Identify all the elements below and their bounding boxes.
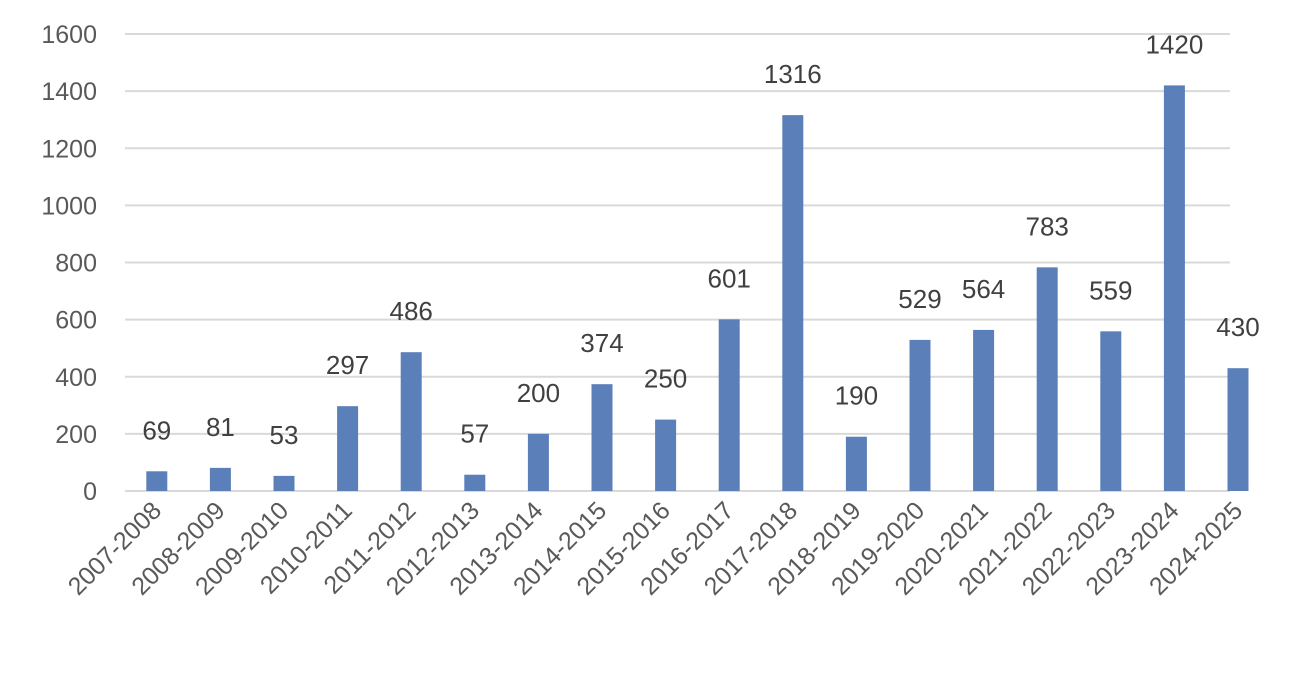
data-label: 529 (898, 284, 941, 314)
data-label: 430 (1216, 312, 1259, 342)
bar-2023-2024 (1163, 85, 1185, 491)
data-label: 564 (962, 274, 1005, 304)
y-tick-label: 800 (55, 250, 97, 278)
data-label: 1316 (764, 59, 822, 89)
y-tick-label: 200 (55, 421, 97, 449)
y-tick-label: 0 (83, 478, 97, 506)
bar-2021-2022 (1036, 267, 1058, 491)
y-tick-label: 600 (55, 307, 97, 335)
y-tick-label: 400 (55, 364, 97, 392)
bar-2014-2015 (591, 384, 613, 491)
data-labels: 69 81 53 297 486 57 200 374 250 601 1316 190 529 564 7… (142, 29, 1259, 449)
bar-2020-2021 (973, 329, 995, 491)
bar-2009-2010 (273, 475, 295, 491)
data-label: 1420 (1145, 29, 1203, 59)
bar-2019-2020 (909, 339, 931, 491)
bar-2012-2013 (464, 474, 486, 491)
bar-2017-2018 (782, 115, 804, 492)
y-tick-label: 1200 (41, 135, 97, 163)
bar-2010-2011 (337, 406, 359, 491)
bar-2024-2025 (1227, 368, 1249, 491)
y-tick-label: 1400 (41, 78, 97, 106)
x-axis-ticks: 2007-20082008-20092009-20102010-20112011… (63, 496, 1249, 600)
y-tick-label: 1000 (41, 192, 97, 220)
bar-2007-2008 (146, 471, 168, 491)
bar-2016-2017 (718, 319, 740, 491)
y-axis-ticks: 0 200 400 600 800 1000 1200 1400 1600 (41, 21, 97, 506)
bar-2018-2019 (845, 436, 867, 491)
bar-2008-2009 (209, 467, 231, 491)
data-label: 69 (142, 415, 171, 445)
data-label: 297 (326, 350, 369, 380)
data-label: 53 (270, 420, 299, 450)
data-label: 601 (708, 263, 751, 293)
data-label: 559 (1089, 275, 1132, 305)
bar-2022-2023 (1100, 331, 1122, 491)
data-label: 783 (1026, 211, 1069, 241)
data-label: 81 (206, 412, 235, 442)
y-tick-label: 1600 (41, 21, 97, 49)
bars (146, 85, 1249, 492)
data-label: 250 (644, 364, 687, 394)
data-label: 374 (580, 328, 623, 358)
data-label: 200 (517, 378, 560, 408)
bar-2013-2014 (527, 433, 549, 491)
data-label: 190 (835, 381, 878, 411)
bar-2015-2016 (655, 419, 677, 491)
gridlines (125, 33, 1230, 492)
data-label: 486 (390, 296, 433, 326)
bar-2011-2012 (400, 352, 422, 491)
data-label: 57 (460, 419, 489, 449)
